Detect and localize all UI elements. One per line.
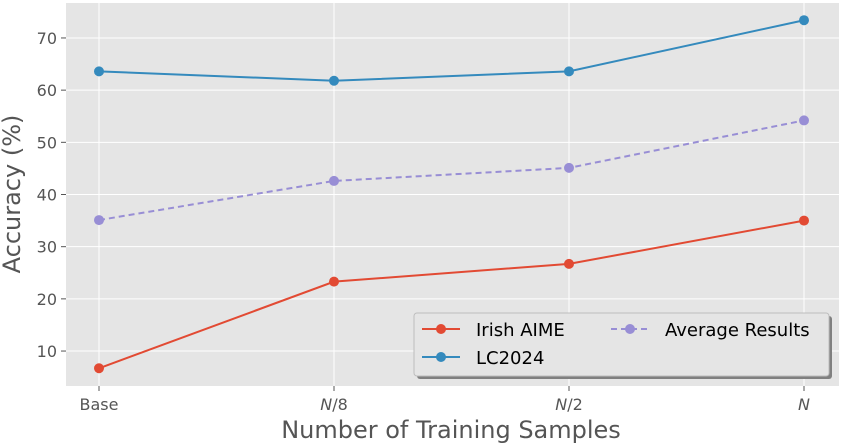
data-point-irish-aime [94,363,104,374]
data-point-irish-aime [329,276,339,287]
legend-marker-average-results [625,324,635,334]
data-point-average-results [564,162,574,173]
data-point-lc2024 [799,15,809,26]
data-point-lc2024 [329,75,339,86]
series-line-lc2024 [98,19,805,82]
y-tick-label: 40 [37,186,57,205]
data-point-lc2024 [564,66,574,77]
series-group [94,15,809,374]
legend-marker-lc2024 [436,352,446,362]
series-average-results [94,115,809,226]
legend-entry-average-results[interactable]: Average Results [611,320,810,341]
y-tick-label: 50 [37,133,57,152]
axis-ticks: 10 20 30 40 50 60 70 Base N/8 N/2 N [37,29,810,414]
series-line-average-results [98,119,805,222]
x-tick-label: N/2 [555,395,583,414]
legend-box [413,312,830,377]
data-point-irish-aime [564,258,574,269]
y-tick-label: 10 [37,342,57,361]
x-tick-label: N/8 [320,395,348,414]
y-tick-label: 60 [37,81,57,100]
y-tick-label: 30 [37,238,57,257]
x-tick-label: Base [80,395,119,414]
legend[interactable]: Irish AIME LC2024 Average Results [413,312,832,379]
legend-entry-irish-aime[interactable]: Irish AIME [422,320,565,341]
legend-label-average-results: Average Results [665,320,810,341]
x-axis-title: Number of Training Samples [281,416,621,444]
data-point-irish-aime [799,215,809,226]
data-point-average-results [329,175,339,186]
data-point-average-results [799,115,809,126]
legend-entry-lc2024[interactable]: LC2024 [422,348,544,369]
y-tick-label: 20 [37,290,57,309]
legend-label-lc2024: LC2024 [476,348,544,369]
series-line-irish-aime [98,219,805,370]
series-lc2024 [94,15,809,86]
y-tick-label: 70 [37,29,57,48]
legend-label-irish-aime: Irish AIME [476,320,565,341]
series-irish-aime [94,215,809,374]
data-point-lc2024 [94,66,104,77]
legend-marker-irish-aime [436,324,446,334]
data-point-average-results [94,215,104,226]
x-tick-label: N [798,395,810,414]
y-axis-title: Accuracy (%) [0,115,26,274]
